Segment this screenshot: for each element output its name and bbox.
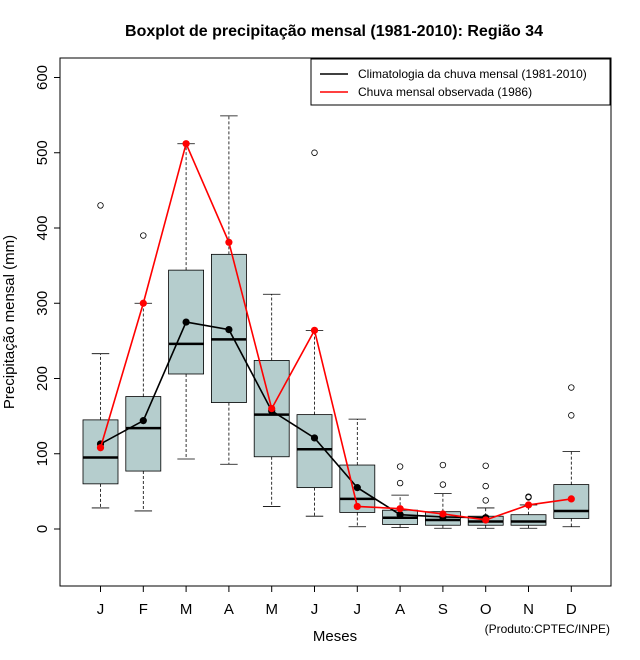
x-tick-label: D [566, 601, 577, 618]
x-tick-label: S [438, 601, 448, 618]
outlier-point [439, 461, 447, 469]
box-iqr [210, 253, 247, 403]
box-0 [82, 202, 119, 509]
x-axis-label: Meses [313, 628, 357, 645]
box-11 [553, 384, 590, 528]
y-tick-label: 300 [34, 291, 51, 316]
series-1-point [396, 505, 404, 513]
outlier-point [568, 384, 575, 391]
y-tick-label: 0 [34, 525, 51, 533]
legend-box [310, 58, 611, 106]
series-0-point [139, 417, 147, 425]
outlier-point [568, 412, 575, 419]
legend-label-climatology: Climatologia da chuva mensal (1981-2010) [358, 67, 587, 81]
box-1 [125, 232, 162, 512]
x-tick-label: M [265, 601, 278, 618]
outlier-point [482, 462, 489, 469]
x-tick-label: A [224, 601, 234, 618]
series-1-point [482, 516, 490, 524]
series-0-point [353, 484, 361, 492]
y-tick-label: 600 [34, 65, 51, 90]
x-tick-label: N [523, 601, 534, 618]
series-1-point [567, 495, 575, 503]
series-0-point [310, 434, 319, 442]
credit-text: (Produto:CPTEC/INPE) [485, 622, 610, 636]
outlier-point [482, 482, 489, 490]
series-1-point [225, 238, 233, 246]
y-axis-label: Precipitação mensal (mm) [1, 235, 18, 409]
outlier-point [396, 463, 404, 470]
box-iqr [125, 396, 162, 472]
legend: Climatologia da chuva mensal (1981-2010)… [310, 58, 611, 106]
series-line-1 [99, 141, 572, 521]
x-tick-label: J [354, 601, 362, 618]
series-0-point [182, 318, 190, 326]
legend-label-observed: Chuva mensal observada (1986) [358, 85, 532, 99]
plot-area [82, 115, 590, 529]
box-iqr [510, 514, 547, 526]
outlier-point [140, 232, 147, 239]
series-1-point [439, 510, 447, 518]
series-0-point [225, 325, 233, 334]
series-1-point [310, 326, 319, 334]
chart-title: Boxplot de precipitação mensal (1981-201… [125, 23, 543, 40]
box-4 [253, 293, 290, 507]
series-1-point [139, 299, 147, 307]
outlier-point [482, 497, 489, 504]
y-tick-label: 500 [34, 140, 51, 165]
series-line-0 [100, 321, 486, 519]
series-1-point [353, 502, 361, 511]
outlier-point [97, 202, 104, 209]
series-1-point [524, 501, 533, 509]
box-3 [210, 115, 247, 465]
box-iqr [82, 419, 119, 485]
series-1-point [268, 405, 276, 413]
x-tick-label: O [480, 601, 492, 618]
box-10 [510, 493, 547, 529]
x-tick-label: M [180, 601, 193, 618]
series-0-point [396, 511, 404, 519]
outlier-point [439, 481, 447, 488]
outlier-point [525, 493, 532, 500]
outlier-point [311, 149, 318, 156]
series-1-point [96, 444, 105, 452]
x-tick-label: A [395, 601, 405, 618]
y-tick-label: 200 [34, 366, 51, 391]
x-tick-label: J [311, 601, 319, 618]
y-tick-label: 400 [34, 215, 51, 240]
series-1-point [182, 140, 190, 148]
x-tick-label: F [139, 601, 148, 618]
outlier-point [396, 479, 404, 487]
x-tick-label: J [97, 601, 105, 618]
y-tick-label: 100 [34, 441, 51, 466]
